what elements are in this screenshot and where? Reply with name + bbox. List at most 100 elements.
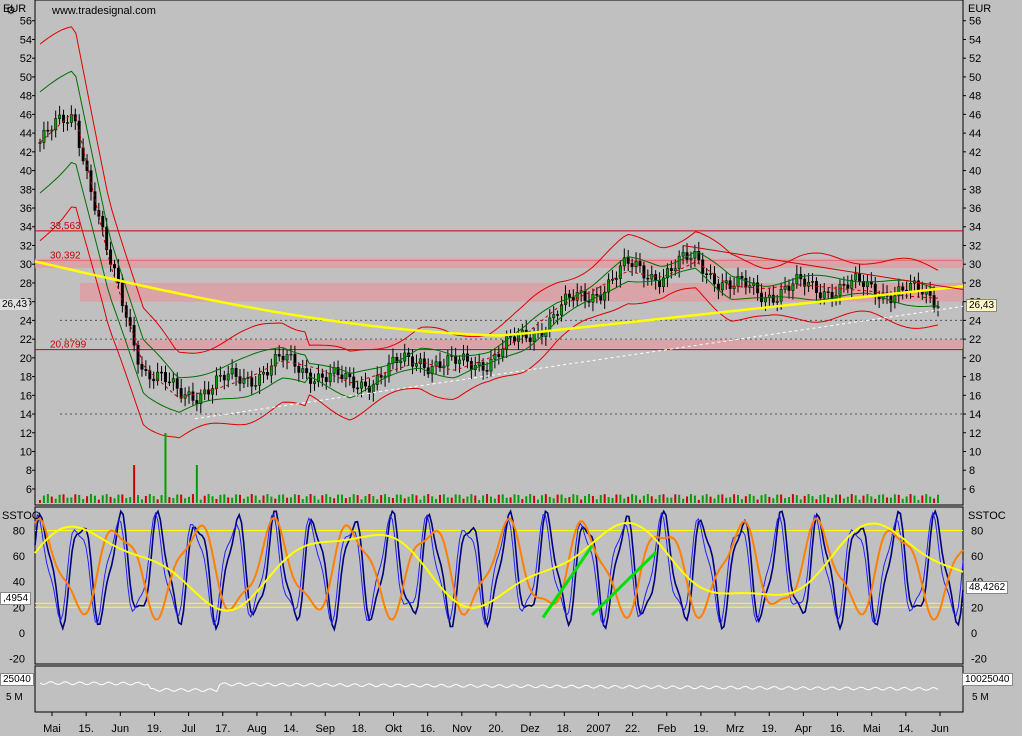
volume-bar [897, 494, 900, 503]
price-tick-left: 16 [20, 390, 32, 402]
candle-body [862, 281, 865, 287]
volume-bar [678, 494, 681, 503]
candle-body [313, 381, 316, 384]
candle-body [265, 371, 269, 376]
volume-bar [223, 494, 226, 503]
oscillator-name-right: SSTOC [968, 510, 1006, 522]
price-tick-right: 32 [969, 240, 981, 252]
candle-body [352, 376, 356, 389]
candle-body [116, 267, 120, 284]
volume-bar [697, 499, 700, 503]
volume-bar [748, 494, 751, 503]
candle-body [485, 370, 489, 372]
candle-body [38, 142, 42, 144]
volume-bar [878, 494, 881, 503]
x-tick-label: Sep [315, 723, 335, 735]
candle-body [132, 325, 136, 346]
price-tick-left: 40 [20, 166, 32, 178]
price-tick-right: 10 [969, 446, 981, 458]
volume-bar [599, 495, 602, 503]
candle-body [348, 373, 352, 378]
volume-bar [756, 499, 759, 503]
volume-bar [270, 496, 273, 503]
x-tick-label: 19. [693, 723, 708, 735]
volume-bar [760, 495, 763, 503]
middle-band-line [39, 113, 939, 399]
volume-bar [254, 495, 257, 503]
oscillator-tick-right: 60 [971, 551, 983, 563]
volume-bar [199, 499, 202, 503]
volume-bar [435, 498, 438, 503]
price-tick-right: 52 [969, 53, 981, 65]
volume-bar [552, 498, 555, 503]
volume-bar [752, 495, 755, 503]
candle-body [242, 377, 246, 384]
candle-body [646, 277, 650, 280]
candle-body [462, 353, 465, 361]
candle-body [54, 118, 58, 131]
x-tick-label: 16. [830, 723, 845, 735]
price-tick-left: 24 [20, 315, 32, 327]
volume-bar [662, 494, 665, 503]
candle-body [662, 277, 665, 287]
candle-body [254, 385, 258, 387]
volume-bar [831, 497, 834, 503]
candle-body [889, 296, 893, 304]
candle-body [893, 295, 897, 304]
volume-bar [803, 495, 806, 503]
candle-body [250, 377, 254, 387]
volume-bar [925, 494, 928, 503]
volume-bar [78, 494, 81, 503]
candle-body [634, 261, 638, 267]
candle-body [144, 369, 148, 371]
candle-body [395, 356, 399, 364]
price-tick-right: 46 [969, 109, 981, 121]
candle-body [626, 257, 630, 264]
volume-bar [113, 498, 116, 503]
candle-body [713, 273, 716, 285]
source-label[interactable]: www.tradesignal.com [52, 5, 156, 17]
candle-body [42, 129, 46, 143]
volume-bar [46, 494, 49, 503]
volume-bar [564, 498, 567, 503]
volume-bar [450, 497, 453, 503]
candle-body [316, 373, 320, 382]
price-tick-right: 54 [969, 34, 981, 46]
price-tick-right: 16 [969, 390, 981, 402]
volume-bar [666, 497, 669, 503]
volume-bar [501, 494, 504, 503]
candle-body [281, 355, 285, 361]
candle-body [477, 362, 481, 366]
volume-bar [352, 494, 355, 503]
candle-body [740, 275, 744, 279]
volume-bar [156, 499, 159, 503]
volume-bar [478, 499, 481, 503]
candle-body [458, 359, 462, 364]
volume-bar [787, 497, 790, 503]
volume-bar [246, 496, 249, 503]
volume-bar [188, 496, 191, 503]
volume-bar [799, 499, 802, 503]
volume-bar [454, 494, 457, 503]
price-tick-right: 34 [969, 222, 981, 234]
price-tick-right: 24 [969, 315, 981, 327]
candle-body [575, 292, 579, 301]
volume-bar [638, 499, 641, 503]
volume-bar [572, 494, 575, 503]
candle-body [936, 306, 940, 308]
volume-bar [66, 497, 69, 503]
volume-bar [587, 494, 590, 503]
volume-bar [191, 494, 194, 503]
moving-average-line [34, 260, 964, 337]
divergence-line [590, 551, 658, 617]
candle-body [356, 387, 360, 390]
volume-bar [474, 495, 477, 503]
candle-body [854, 273, 858, 281]
price-tick-right: 30 [969, 259, 981, 271]
candle-body [324, 377, 328, 383]
volume-bar [50, 496, 53, 503]
volume-bar [819, 495, 822, 503]
candle-body [497, 353, 501, 358]
stochastic-signal-line [34, 511, 964, 626]
